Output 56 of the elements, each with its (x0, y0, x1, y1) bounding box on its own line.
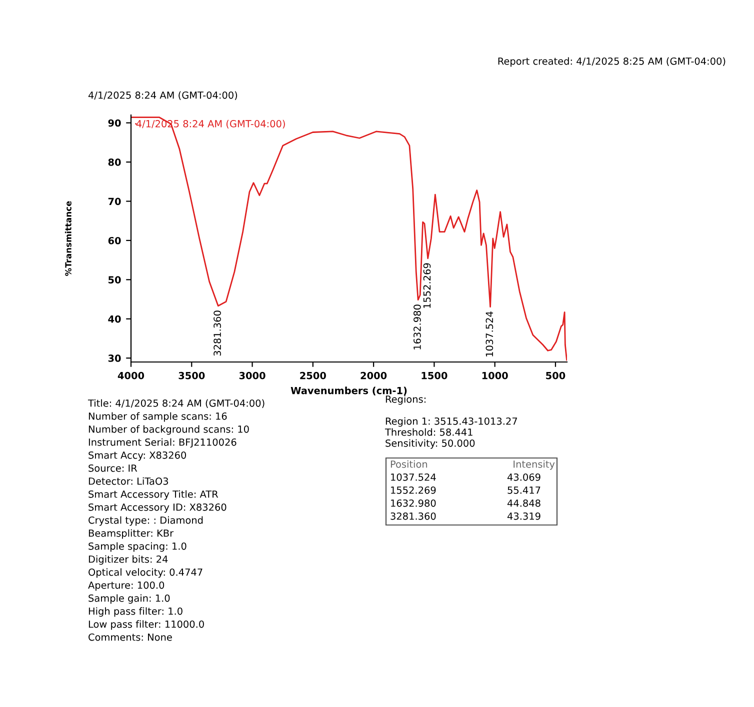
text: Report created: 4/1/2025 8:25 AM (GMT-04:00) (498, 57, 726, 67)
x-axis-title: Wavenumbers (cm-1) (290, 386, 407, 396)
text: Regions: (386, 395, 426, 405)
x-tick-label: 1000 (482, 372, 508, 380)
y-tick-label: 70 (108, 198, 121, 206)
text: Beamsplitter: KBr (88, 529, 174, 539)
text: Threshold: 58.441 (384, 428, 472, 436)
text: Sensitivity: 50.000 (386, 439, 475, 449)
text: 3281.360 (390, 512, 436, 520)
x-tick-label: 3500 (178, 372, 205, 380)
y-tick-label: 90 (108, 119, 121, 127)
text: 1552.269 (391, 486, 436, 494)
text: Number of sample scans: 16 (88, 412, 227, 422)
text: Title: 4/1/2025 8:24 AM (GMT-04:00) (88, 399, 264, 408)
y-tick-label: 40 (108, 315, 121, 323)
text: Position (390, 460, 428, 468)
text: Optical velocity: 0.4747 (88, 568, 202, 578)
y-tick-label: 30 (108, 354, 121, 362)
text: Smart Accessory Title: ATR (88, 490, 218, 500)
text: Low pass filter: 11000.0 (88, 620, 204, 630)
x-tick-label: 2000 (360, 372, 387, 380)
x-tick-label: 1500 (422, 372, 448, 380)
text: Digitizer bits: 24 (88, 555, 168, 565)
annotation: 1552.269 (423, 263, 431, 308)
source-note: Source: IR (88, 464, 138, 472)
x-tick-label: 4000 (118, 372, 144, 380)
text: 43.069 (507, 473, 540, 481)
text: Intensity (514, 460, 555, 470)
text: Comments: None (88, 633, 172, 641)
x-tick-label: 3000 (239, 372, 266, 380)
text: 1037.524 (391, 473, 436, 481)
chart-title: 4/1/2025 8:24 AM (GMT-04:00) (88, 91, 238, 100)
y-axis-title: %Transmittance (64, 201, 72, 276)
text: Sample gain: 1.0 (88, 594, 170, 604)
text: Sample spacing: 1.0 (88, 542, 186, 552)
annotation: 1632.980 (414, 304, 421, 350)
text: Smart Accessory ID: X83260 (88, 503, 226, 513)
annotation: 3281.360 (214, 310, 221, 356)
x-tick-label: 500 (546, 372, 566, 380)
text: Smart Accy: X83260 (88, 451, 186, 461)
text: 43.319 (507, 512, 540, 520)
text: Aperture: 100.0 (88, 581, 164, 591)
text: Region 1: 3515.43-1013.27 (386, 417, 518, 427)
text: Detector: LiTaO3 (88, 477, 168, 485)
y-tick-label: 50 (108, 276, 121, 284)
text: Number of background scans: 10 (88, 425, 249, 435)
text: 1632.980 (391, 499, 436, 507)
text: 55.417 (508, 486, 540, 494)
x-tick-label: 2500 (300, 372, 326, 380)
text: Instrument Serial: BFJ2110026 (88, 438, 236, 448)
annotation: 1037.524 (486, 312, 494, 356)
text: 44.848 (507, 499, 540, 507)
text: High pass filter: 1.0 (88, 607, 182, 617)
text: Crystal type: : Diamond (88, 516, 203, 526)
y-tick-label: 80 (108, 158, 121, 166)
y-tick-label: 60 (108, 236, 121, 244)
